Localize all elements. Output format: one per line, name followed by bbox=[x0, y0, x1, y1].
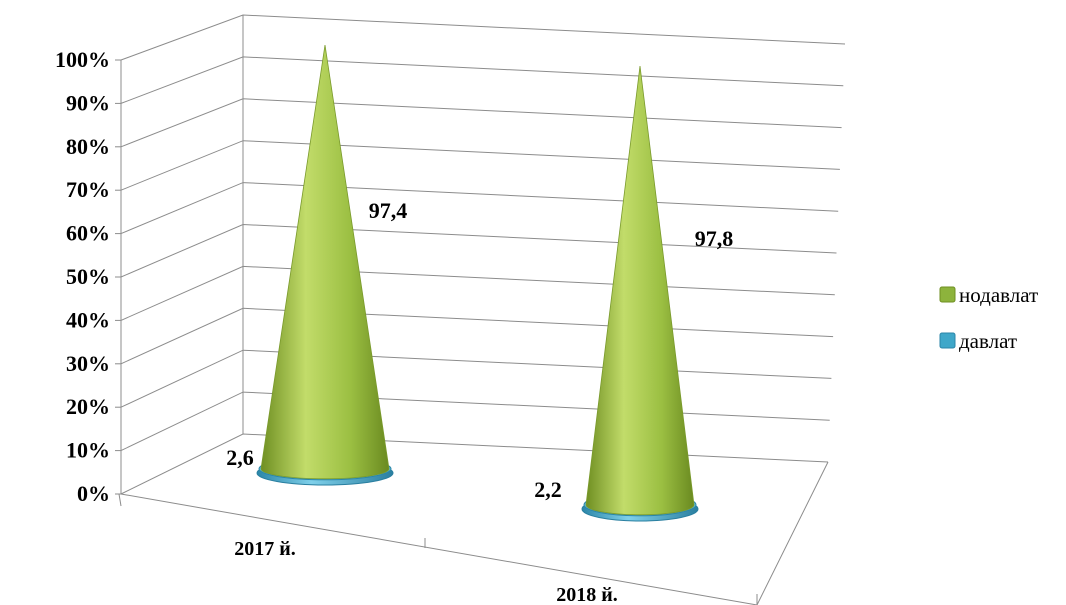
chart-floor bbox=[118, 461, 829, 605]
cone-segment-nodavlat bbox=[260, 44, 390, 480]
cone-segment-nodavlat bbox=[585, 65, 695, 516]
legend-label-davlat: давлат bbox=[959, 329, 1017, 353]
cones bbox=[256, 44, 699, 522]
gridline bbox=[120, 56, 844, 104]
legend-item-nodavlat: нодавлат bbox=[939, 283, 1038, 307]
data-label-davlat: 2,6 bbox=[226, 445, 254, 470]
x-axis-categories: 2017 й. 2018 й. bbox=[234, 538, 618, 605]
x-category-label: 2018 й. bbox=[556, 584, 618, 605]
floor-edge bbox=[120, 461, 829, 605]
legend-item-davlat: давлат bbox=[939, 329, 1017, 353]
x-category-label: 2017 й. bbox=[234, 538, 296, 560]
y-tick-label: 80% bbox=[66, 134, 110, 159]
legend: нодавлат давлат bbox=[939, 283, 1038, 353]
gridline bbox=[120, 14, 846, 61]
gridlines bbox=[115, 14, 846, 495]
y-tick-label: 90% bbox=[66, 90, 110, 115]
y-tick-label: 70% bbox=[66, 177, 110, 202]
legend-swatch-nodavlat bbox=[939, 286, 956, 303]
y-tick-label: 40% bbox=[66, 307, 110, 332]
data-labels: 97,4 2,6 97,8 2,2 bbox=[226, 198, 733, 502]
gridline bbox=[120, 98, 842, 148]
y-tick-label: 60% bbox=[66, 221, 110, 246]
legend-swatch-davlat bbox=[939, 332, 956, 349]
gridline bbox=[120, 307, 834, 365]
y-tick-label: 10% bbox=[66, 438, 110, 463]
gridline bbox=[120, 140, 840, 191]
y-axis-ticks: 0% 10% 20% 30% 40% 50% 60% 70% 80% 90% 100% bbox=[55, 47, 110, 506]
x-tick-mark bbox=[118, 493, 122, 507]
data-label-nodavlat: 97,4 bbox=[369, 198, 408, 223]
y-tick-label: 100% bbox=[55, 47, 110, 72]
data-label-davlat: 2,2 bbox=[534, 477, 562, 502]
y-tick-label: 30% bbox=[66, 351, 110, 376]
data-label-nodavlat: 97,8 bbox=[695, 226, 734, 251]
y-tick-label: 50% bbox=[66, 264, 110, 289]
y-tick-label: 20% bbox=[66, 394, 110, 419]
legend-label-nodavlat: нодавлат bbox=[959, 283, 1038, 307]
gridline bbox=[120, 349, 832, 408]
gridline bbox=[120, 265, 835, 321]
y-tick-label: 0% bbox=[77, 481, 110, 506]
